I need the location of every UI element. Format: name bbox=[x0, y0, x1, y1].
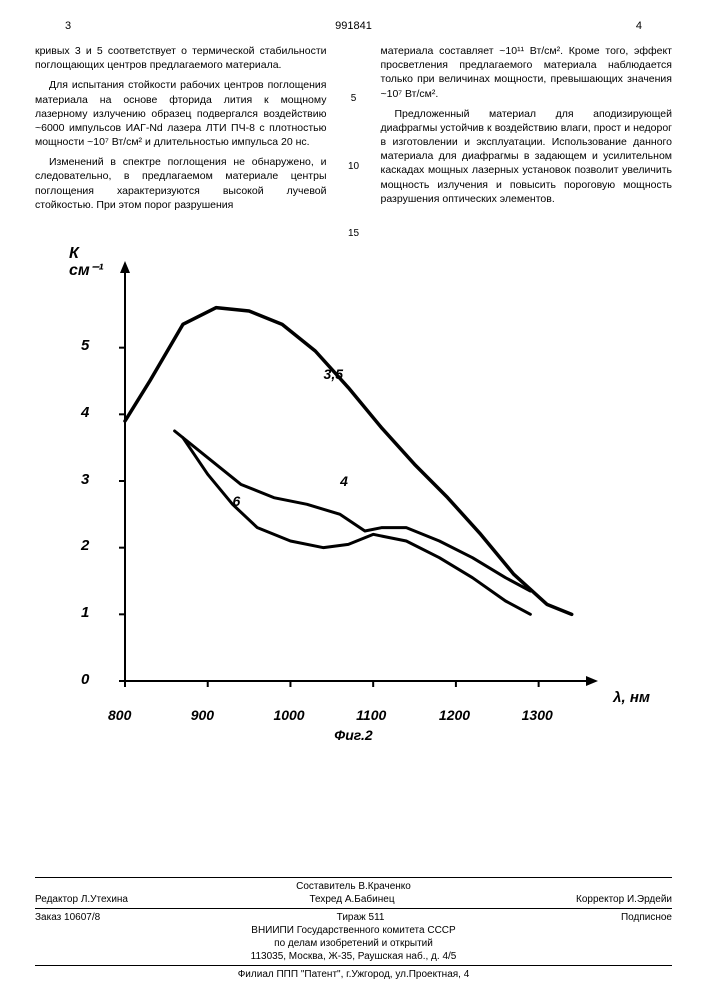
org1: ВНИИПИ Государственного комитета СССР bbox=[35, 925, 672, 936]
ytick-label: 3 bbox=[81, 471, 89, 488]
paragraph: Для испытания стойкости рабочих центров … bbox=[35, 78, 327, 149]
ytick-label: 4 bbox=[81, 404, 89, 421]
xtick-label: 1200 bbox=[439, 707, 470, 723]
paragraph: Предложенный материал для аподизирующей … bbox=[381, 107, 673, 206]
series-label: 3,5 bbox=[324, 366, 343, 382]
ytick-label: 1 bbox=[81, 604, 89, 621]
paragraph: Изменений в спектре поглощения не обнару… bbox=[35, 155, 327, 212]
x-axis-label: λ, нм bbox=[613, 689, 650, 706]
series-label: 6 bbox=[233, 493, 241, 509]
ytick-label: 0 bbox=[81, 671, 89, 688]
y-axis-label: Ксм⁻¹ bbox=[69, 245, 104, 280]
org2: по делам изобретений и открытий bbox=[35, 938, 672, 949]
figure-caption: Фиг.2 bbox=[35, 727, 672, 743]
print: Тираж 511 bbox=[337, 912, 385, 923]
sign: Подписное bbox=[621, 912, 672, 923]
order: Заказ 10607/8 bbox=[35, 912, 100, 923]
header: 3 991841 4 bbox=[35, 20, 672, 32]
line-num: 10 bbox=[345, 160, 363, 174]
page-left: 3 bbox=[65, 20, 71, 32]
line-numbers: 5 10 15 bbox=[345, 44, 363, 241]
addr2: Филиал ППП "Патент", г.Ужгород, ул.Проек… bbox=[35, 969, 672, 980]
right-column: материала составляет ~10¹¹ Вт/см². Кроме… bbox=[381, 44, 673, 241]
page-right: 4 bbox=[636, 20, 642, 32]
page: 3 991841 4 кривых 3 и 5 соответствует о … bbox=[0, 0, 707, 1000]
xtick-label: 1000 bbox=[273, 707, 304, 723]
ytick-label: 5 bbox=[81, 337, 89, 354]
ytick-label: 2 bbox=[81, 537, 89, 554]
editor: Редактор Л.Утехина bbox=[35, 894, 128, 905]
paragraph: кривых 3 и 5 соответствует о термической… bbox=[35, 44, 327, 72]
chart-svg bbox=[105, 251, 610, 721]
line-num: 5 bbox=[345, 92, 363, 106]
text-columns: кривых 3 и 5 соответствует о термической… bbox=[35, 44, 672, 241]
footer: Составитель В.Краченко Редактор Л.Утехин… bbox=[35, 874, 672, 982]
paragraph: материала составляет ~10¹¹ Вт/см². Кроме… bbox=[381, 44, 673, 101]
compiler: Составитель В.Краченко bbox=[35, 881, 672, 892]
xtick-label: 1300 bbox=[522, 707, 553, 723]
doc-number: 991841 bbox=[335, 20, 372, 32]
corrector: Корректор И.Эрдейи bbox=[576, 894, 672, 905]
line-num: 15 bbox=[345, 227, 363, 241]
xtick-label: 1100 bbox=[356, 707, 386, 723]
tech: Техред А.Бабинец bbox=[309, 894, 394, 905]
chart: Ксм⁻¹ λ, нм 0123458009001000110012001300… bbox=[105, 251, 610, 721]
series-label: 4 bbox=[340, 473, 348, 489]
left-column: кривых 3 и 5 соответствует о термической… bbox=[35, 44, 327, 241]
addr1: 113035, Москва, Ж-35, Раушская наб., д. … bbox=[35, 951, 672, 962]
xtick-label: 800 bbox=[108, 707, 131, 723]
xtick-label: 900 bbox=[191, 707, 214, 723]
